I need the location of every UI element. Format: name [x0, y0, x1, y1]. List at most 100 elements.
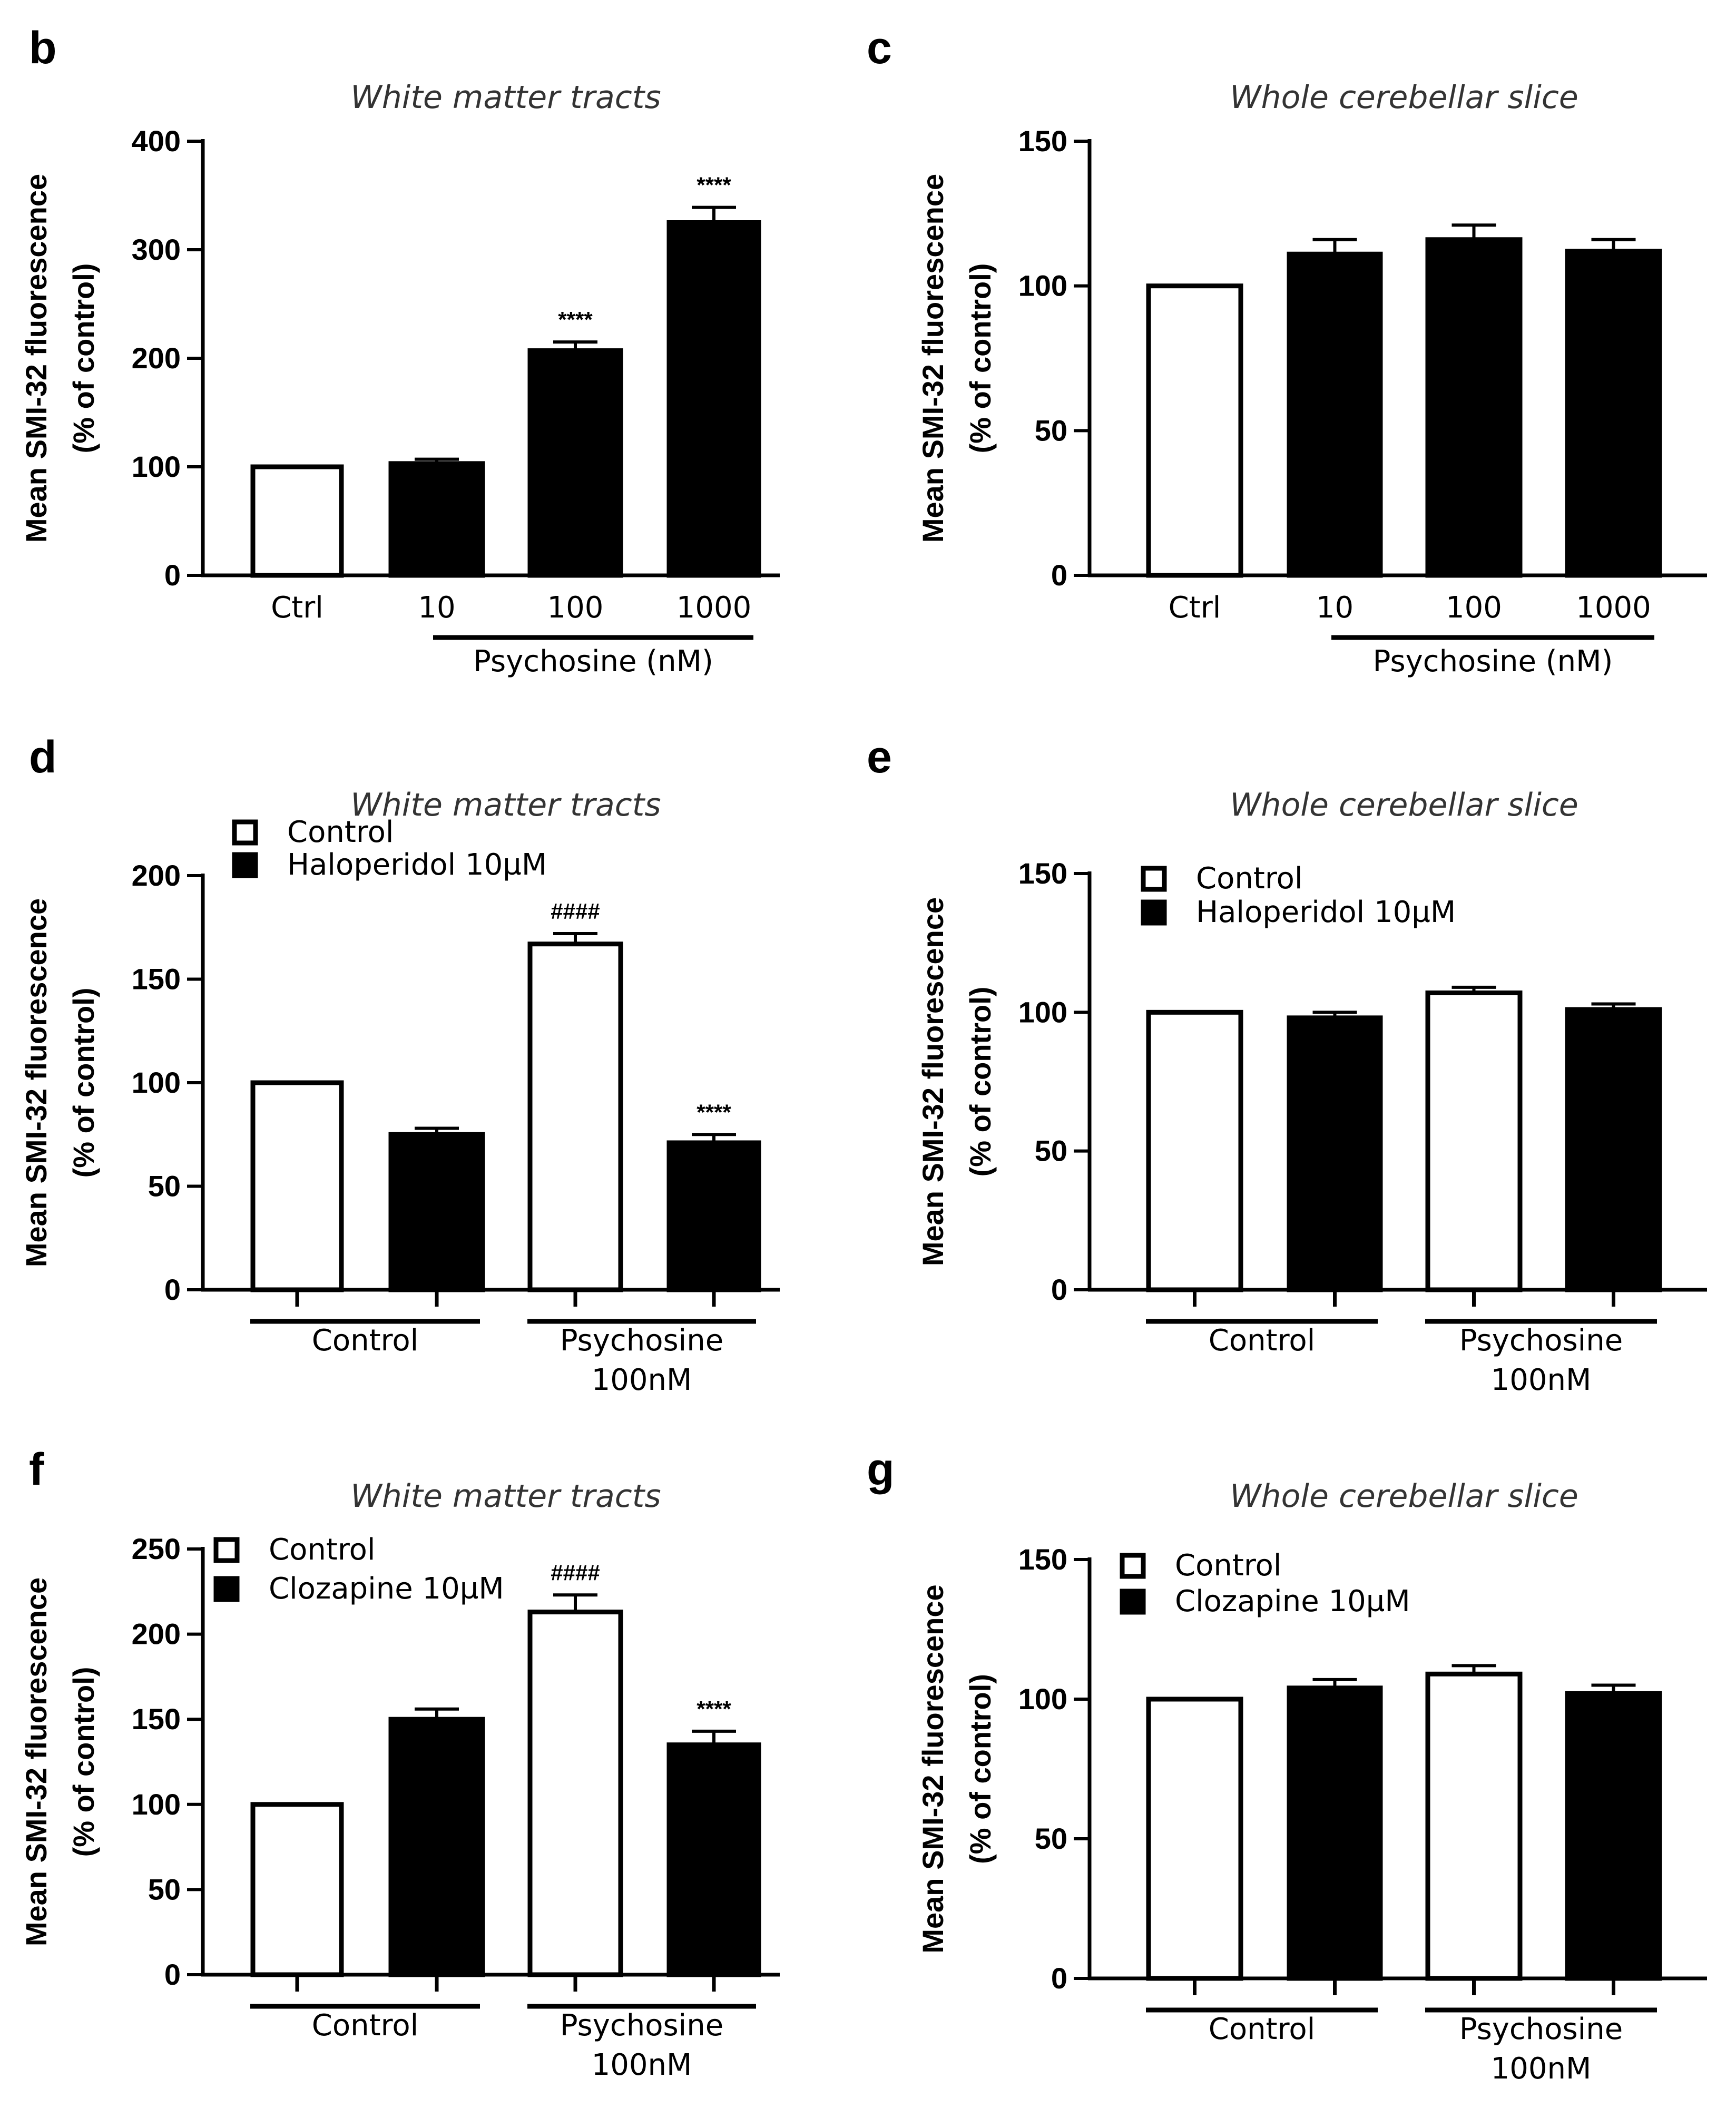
y-tick-label: 250	[132, 1532, 181, 1565]
bar	[250, 464, 344, 578]
bar	[1565, 1007, 1662, 1292]
y-axis-label-units: (% of control)	[67, 988, 100, 1178]
bar	[388, 461, 485, 578]
bar	[1146, 283, 1243, 578]
panel-b: b White matter tracts Mean SMI-32 fluoresc…	[19, 23, 780, 679]
y-tick-label: 100	[1018, 1682, 1067, 1715]
y-axis-label-units: (% of control)	[964, 1674, 997, 1864]
panel-letter: g	[867, 1444, 895, 1495]
bar	[527, 942, 623, 1292]
y-tick-label: 100	[132, 450, 181, 483]
panel-g: g Whole cerebellar slice Mean SMI-32 fluor…	[867, 1444, 1707, 2086]
bar	[1565, 249, 1662, 578]
y-axis-label: Mean SMI-32 fluorescence	[916, 174, 949, 543]
y-tick-label: 200	[132, 1617, 181, 1651]
legend-label-control: Control	[287, 815, 394, 849]
y-tick-label: 100	[132, 1788, 181, 1821]
legend-swatch-control	[1120, 1553, 1146, 1579]
legend-swatch-treatment	[1120, 1589, 1146, 1615]
y-tick-label: 50	[148, 1872, 181, 1906]
panel-c: c Whole cerebellar slice Mean SMI-32 fluor…	[867, 23, 1707, 679]
group-label-psychosine: Psychosine	[1459, 2012, 1623, 2046]
y-tick-label: 100	[1018, 995, 1067, 1028]
bar	[250, 1080, 344, 1292]
bar	[666, 1140, 761, 1292]
y-tick-label: 100	[132, 1066, 181, 1099]
legend-swatch-control	[1141, 866, 1167, 892]
legend-label-control: Control	[1175, 1548, 1281, 1583]
legend-label-treatment: Clozapine 10µM	[269, 1572, 504, 1606]
y-tick-label: 0	[1051, 1962, 1067, 1995]
panel-letter: c	[867, 23, 892, 73]
bar	[1287, 1685, 1383, 1981]
x-axis-group-label: Psychosine (nM)	[1373, 644, 1613, 679]
significance-label: ####	[551, 1560, 600, 1585]
panel-f: f White matter tracts Mean SMI-32 fluoresc…	[19, 1444, 780, 2082]
y-tick-label: 0	[1051, 558, 1067, 592]
group-label-control: Control	[1209, 1323, 1315, 1358]
y-tick-label: 100	[1018, 269, 1067, 302]
panel-letter: f	[29, 1444, 44, 1495]
y-axis-label: Mean SMI-32 fluorescence	[916, 897, 949, 1266]
significance-label: ****	[697, 1100, 731, 1124]
x-tick-label: Ctrl	[1169, 591, 1221, 625]
y-tick-label: 150	[132, 1702, 181, 1736]
y-tick-label: 150	[1018, 1543, 1067, 1576]
bar	[388, 1717, 485, 1977]
legend-swatch-control	[232, 819, 258, 846]
x-tick-label: Ctrl	[271, 591, 323, 625]
chart-title: Whole cerebellar slice	[1230, 1478, 1578, 1515]
bar	[1287, 251, 1383, 578]
legend-swatch-treatment	[1141, 899, 1167, 926]
chart-title: White matter tracts	[350, 787, 661, 823]
legend-label-treatment: Haloperidol 10µM	[1196, 895, 1456, 929]
y-axis-label-units: (% of control)	[67, 263, 100, 454]
panel-d: d White matter tracts Mean SMI-32 fluoresc…	[19, 732, 780, 1397]
chart-title: Whole cerebellar slice	[1230, 787, 1578, 823]
bar	[527, 1610, 623, 1977]
bar	[666, 1742, 761, 1977]
y-axis-label: Mean SMI-32 fluorescence	[19, 1577, 53, 1946]
y-tick-label: 300	[132, 233, 181, 266]
y-axis-label-units: (% of control)	[67, 1667, 100, 1857]
bar	[1287, 1015, 1383, 1292]
bar	[1146, 1697, 1243, 1981]
group-label-psychosine: Psychosine	[560, 2008, 723, 2043]
legend-swatch-treatment	[213, 1576, 240, 1602]
bar	[1425, 990, 1523, 1292]
y-axis-label: Mean SMI-32 fluorescence	[19, 174, 53, 543]
group-label-dose: 100nM	[1491, 1363, 1592, 1397]
group-label-control: Control	[312, 1323, 418, 1358]
chart-title: White matter tracts	[350, 1478, 661, 1515]
legend-swatch-treatment	[232, 852, 258, 878]
panel-e: e Whole cerebellar slice Mean SMI-32 fluor…	[867, 732, 1707, 1397]
legend-label-treatment: Clozapine 10µM	[1175, 1584, 1410, 1619]
significance-label: ****	[697, 173, 731, 198]
y-tick-label: 200	[132, 341, 181, 375]
significance-label: ####	[551, 899, 600, 924]
y-tick-label: 150	[1018, 124, 1067, 158]
x-tick-label: 1000	[676, 591, 752, 625]
y-tick-label: 400	[132, 124, 181, 158]
group-label-dose: 100nM	[1491, 2052, 1592, 2086]
y-tick-label: 200	[132, 859, 181, 892]
bar	[250, 1802, 344, 1977]
group-label-psychosine: Psychosine	[1459, 1323, 1623, 1358]
bar	[1146, 1009, 1243, 1292]
chart-title: White matter tracts	[350, 79, 661, 116]
y-tick-label: 50	[1035, 414, 1067, 447]
y-axis-label: Mean SMI-32 fluorescence	[19, 898, 53, 1267]
y-tick-label: 0	[164, 1273, 181, 1306]
significance-label: ****	[697, 1697, 731, 1721]
bar	[527, 348, 623, 578]
group-label-psychosine: Psychosine	[560, 1323, 723, 1358]
chart-title: Whole cerebellar slice	[1230, 79, 1578, 116]
x-tick-label: 1000	[1576, 591, 1651, 625]
bar	[388, 1132, 485, 1292]
x-tick-label: 10	[1316, 591, 1354, 625]
y-tick-label: 50	[1035, 1822, 1067, 1855]
x-tick-label: 100	[547, 591, 604, 625]
legend-label-control: Control	[269, 1533, 375, 1567]
y-axis-label-units: (% of control)	[964, 263, 997, 454]
